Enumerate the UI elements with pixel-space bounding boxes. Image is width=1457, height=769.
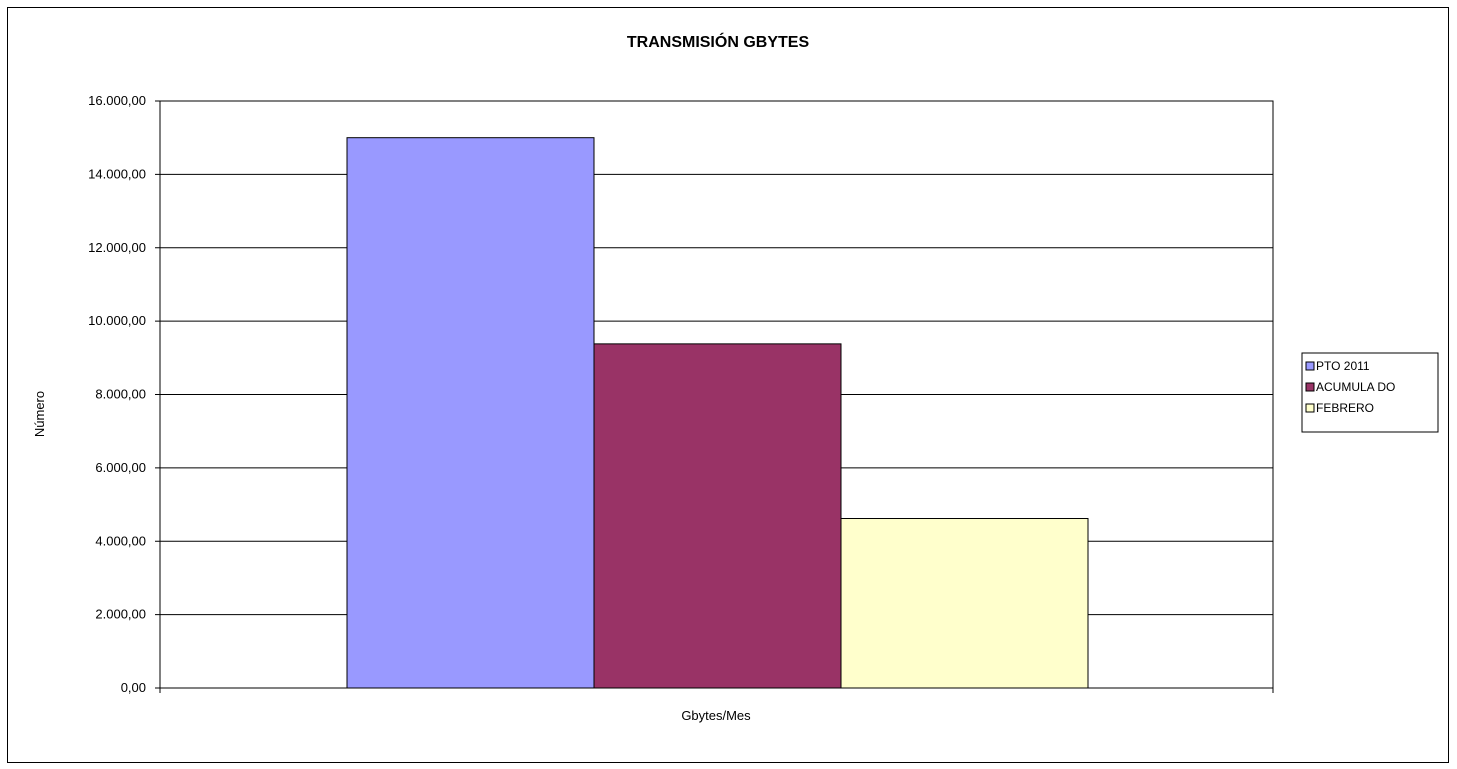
legend: PTO 2011 ACUMULA DO FEBRERO: [1301, 352, 1439, 433]
y-tick-label: 14.000,00: [88, 166, 146, 181]
y-tick-label: 8.000,00: [95, 387, 146, 402]
bar-pto-2011: [346, 137, 595, 689]
legend-label: ACUMULA DO: [1316, 380, 1395, 394]
y-tick-label: 2.000,00: [95, 607, 146, 622]
legend-swatch: [1305, 361, 1315, 371]
x-axis-label: Gbytes/Mes: [681, 708, 751, 723]
y-axis-ticks: 0,00 2.000,00 4.000,00 6.000,00 8.000,00 10.0…: [88, 93, 1274, 695]
legend-swatch: [1305, 382, 1315, 392]
bars: [346, 137, 1089, 689]
legend-label: PTO 2011: [1316, 359, 1370, 373]
y-axis-label: Número: [32, 391, 47, 437]
y-tick-label: 16.000,00: [88, 93, 146, 108]
y-tick-label: 10.000,00: [88, 313, 146, 328]
y-tick-label: 6.000,00: [95, 460, 146, 475]
legend-box: [1301, 352, 1439, 433]
y-tick-label: 0,00: [121, 680, 146, 695]
legend-label: FEBRERO: [1316, 401, 1374, 415]
legend-swatch: [1305, 403, 1315, 413]
bar-acumula-do: [593, 343, 842, 689]
bar-febrero: [840, 518, 1089, 689]
y-tick-label: 12.000,00: [88, 240, 146, 255]
y-tick-label: 4.000,00: [95, 533, 146, 548]
chart-title: TRANSMISIÓN GBYTES: [627, 32, 810, 51]
